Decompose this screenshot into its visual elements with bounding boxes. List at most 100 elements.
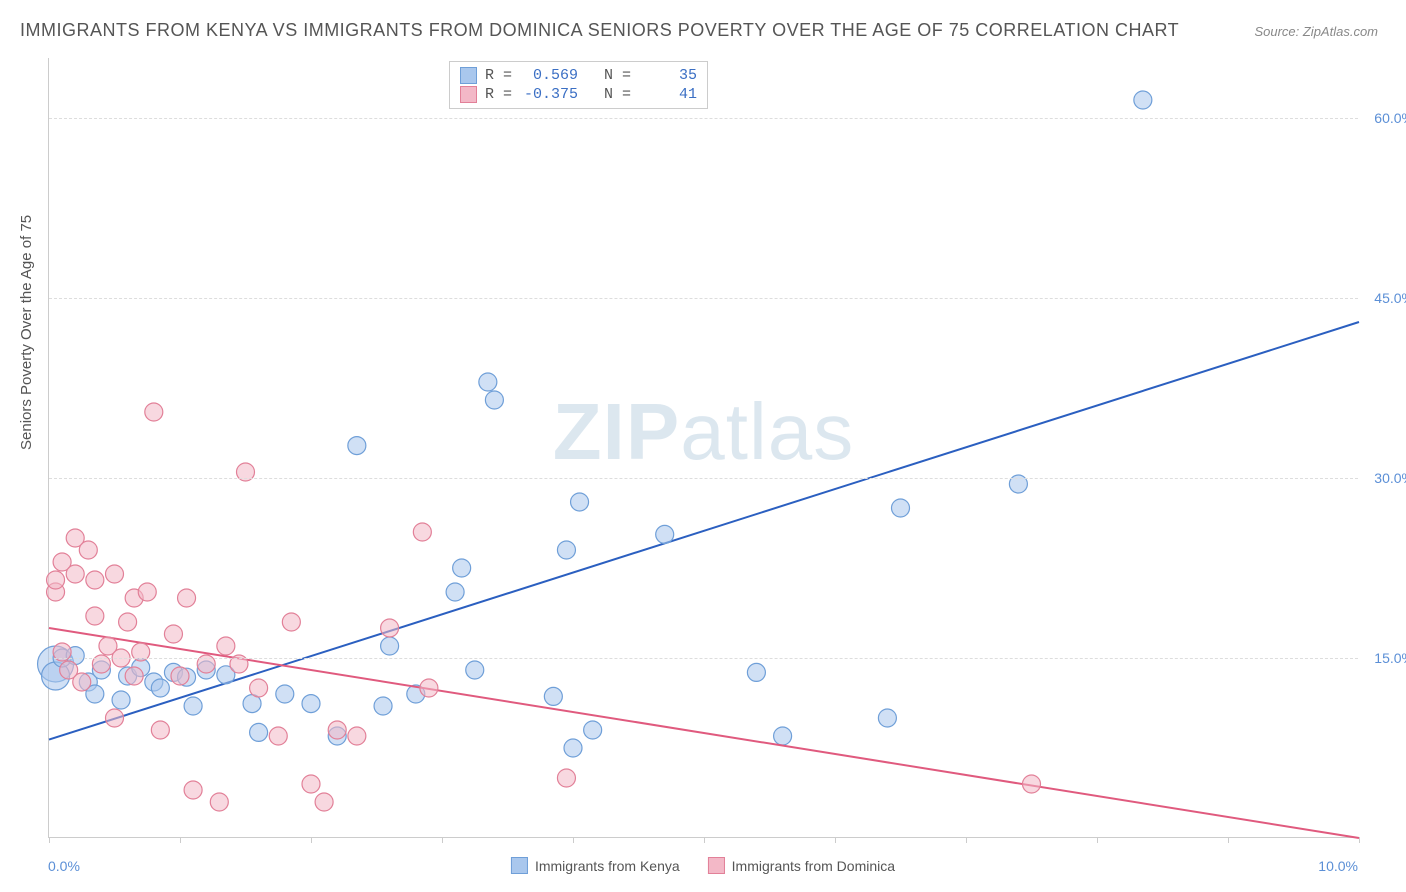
x-tick [1228, 837, 1229, 843]
r-label: R = [485, 86, 512, 103]
n-value: 35 [639, 67, 697, 84]
x-tick [442, 837, 443, 843]
data-point [878, 709, 896, 727]
data-point [348, 727, 366, 745]
data-point [73, 673, 91, 691]
x-tick [1097, 837, 1098, 843]
trend-line [49, 322, 1359, 740]
data-point [571, 493, 589, 511]
source-attribution: Source: ZipAtlas.com [1254, 24, 1378, 39]
data-point [774, 727, 792, 745]
correlation-box: R =0.569 N =35R =-0.375 N =41 [449, 61, 708, 109]
data-point [328, 721, 346, 739]
data-point [747, 663, 765, 681]
data-point [1023, 775, 1041, 793]
data-point [282, 613, 300, 631]
gridline [49, 478, 1358, 479]
x-tick [180, 837, 181, 843]
series-swatch [460, 86, 477, 103]
data-point [557, 769, 575, 787]
data-point [276, 685, 294, 703]
x-tick [311, 837, 312, 843]
x-tick [704, 837, 705, 843]
gridline [49, 298, 1358, 299]
data-point [145, 403, 163, 421]
data-point [151, 679, 169, 697]
legend-label: Immigrants from Dominica [732, 858, 895, 874]
gridline [49, 658, 1358, 659]
data-point [250, 723, 268, 741]
x-axis-end: 10.0% [1318, 858, 1358, 874]
plot-area: ZIPatlas R =0.569 N =35R =-0.375 N =41 1… [48, 58, 1358, 838]
data-point [302, 775, 320, 793]
correlation-row: R = -0.375 N = 41 [460, 85, 697, 104]
data-point [86, 571, 104, 589]
data-point [374, 697, 392, 715]
legend-swatch [708, 857, 725, 874]
correlation-row: R =0.569 N =35 [460, 66, 697, 85]
data-point [381, 619, 399, 637]
legend: Immigrants from Kenya Immigrants from Dom… [511, 857, 895, 874]
series-swatch [460, 67, 477, 84]
n-value: 41 [639, 86, 697, 103]
data-point [485, 391, 503, 409]
data-point [164, 625, 182, 643]
y-axis-label: Seniors Poverty Over the Age of 75 [18, 215, 35, 450]
x-tick [49, 837, 50, 843]
data-point [178, 589, 196, 607]
x-tick [835, 837, 836, 843]
data-point [302, 695, 320, 713]
data-point [315, 793, 333, 811]
legend-label: Immigrants from Kenya [535, 858, 680, 874]
data-point [250, 679, 268, 697]
n-label: N = [586, 67, 631, 84]
x-tick [1359, 837, 1360, 843]
data-point [479, 373, 497, 391]
data-point [217, 637, 235, 655]
data-point [656, 525, 674, 543]
data-point [171, 667, 189, 685]
data-point [66, 565, 84, 583]
data-point [557, 541, 575, 559]
data-point [86, 607, 104, 625]
r-value: -0.375 [520, 86, 578, 103]
data-point [184, 697, 202, 715]
data-point [125, 667, 143, 685]
n-label: N = [586, 86, 631, 103]
data-point [420, 679, 438, 697]
gridline [49, 118, 1358, 119]
legend-item: Immigrants from Kenya [511, 857, 680, 874]
data-point [1134, 91, 1152, 109]
y-tick-label: 30.0% [1374, 470, 1406, 486]
data-point [453, 559, 471, 577]
legend-swatch [511, 857, 528, 874]
x-tick [573, 837, 574, 843]
data-point [138, 583, 156, 601]
data-point [106, 709, 124, 727]
chart-title: IMMIGRANTS FROM KENYA VS IMMIGRANTS FROM… [20, 20, 1179, 41]
data-point [47, 571, 65, 589]
data-point [210, 793, 228, 811]
y-tick-label: 45.0% [1374, 290, 1406, 306]
data-point [381, 637, 399, 655]
data-point [151, 721, 169, 739]
y-tick-label: 15.0% [1374, 650, 1406, 666]
data-point [79, 541, 97, 559]
data-point [446, 583, 464, 601]
r-label: R = [485, 67, 512, 84]
data-point [892, 499, 910, 517]
data-point [564, 739, 582, 757]
data-point [584, 721, 602, 739]
data-point [184, 781, 202, 799]
legend-item: Immigrants from Dominica [708, 857, 895, 874]
scatter-svg [49, 58, 1358, 837]
data-point [544, 687, 562, 705]
x-axis-start: 0.0% [48, 858, 80, 874]
data-point [106, 565, 124, 583]
data-point [112, 691, 130, 709]
data-point [348, 437, 366, 455]
x-tick [966, 837, 967, 843]
data-point [413, 523, 431, 541]
data-point [466, 661, 484, 679]
data-point [119, 613, 137, 631]
